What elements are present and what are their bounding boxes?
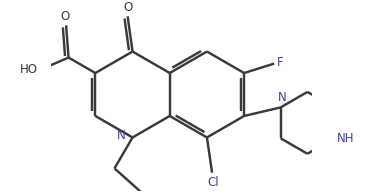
Text: NH: NH [337,132,354,145]
Text: Cl: Cl [207,176,218,189]
Text: N: N [116,129,125,142]
Text: O: O [123,1,132,14]
Text: O: O [60,10,69,23]
Text: HO: HO [20,63,38,76]
Text: N: N [277,91,286,104]
Text: F: F [277,56,283,70]
